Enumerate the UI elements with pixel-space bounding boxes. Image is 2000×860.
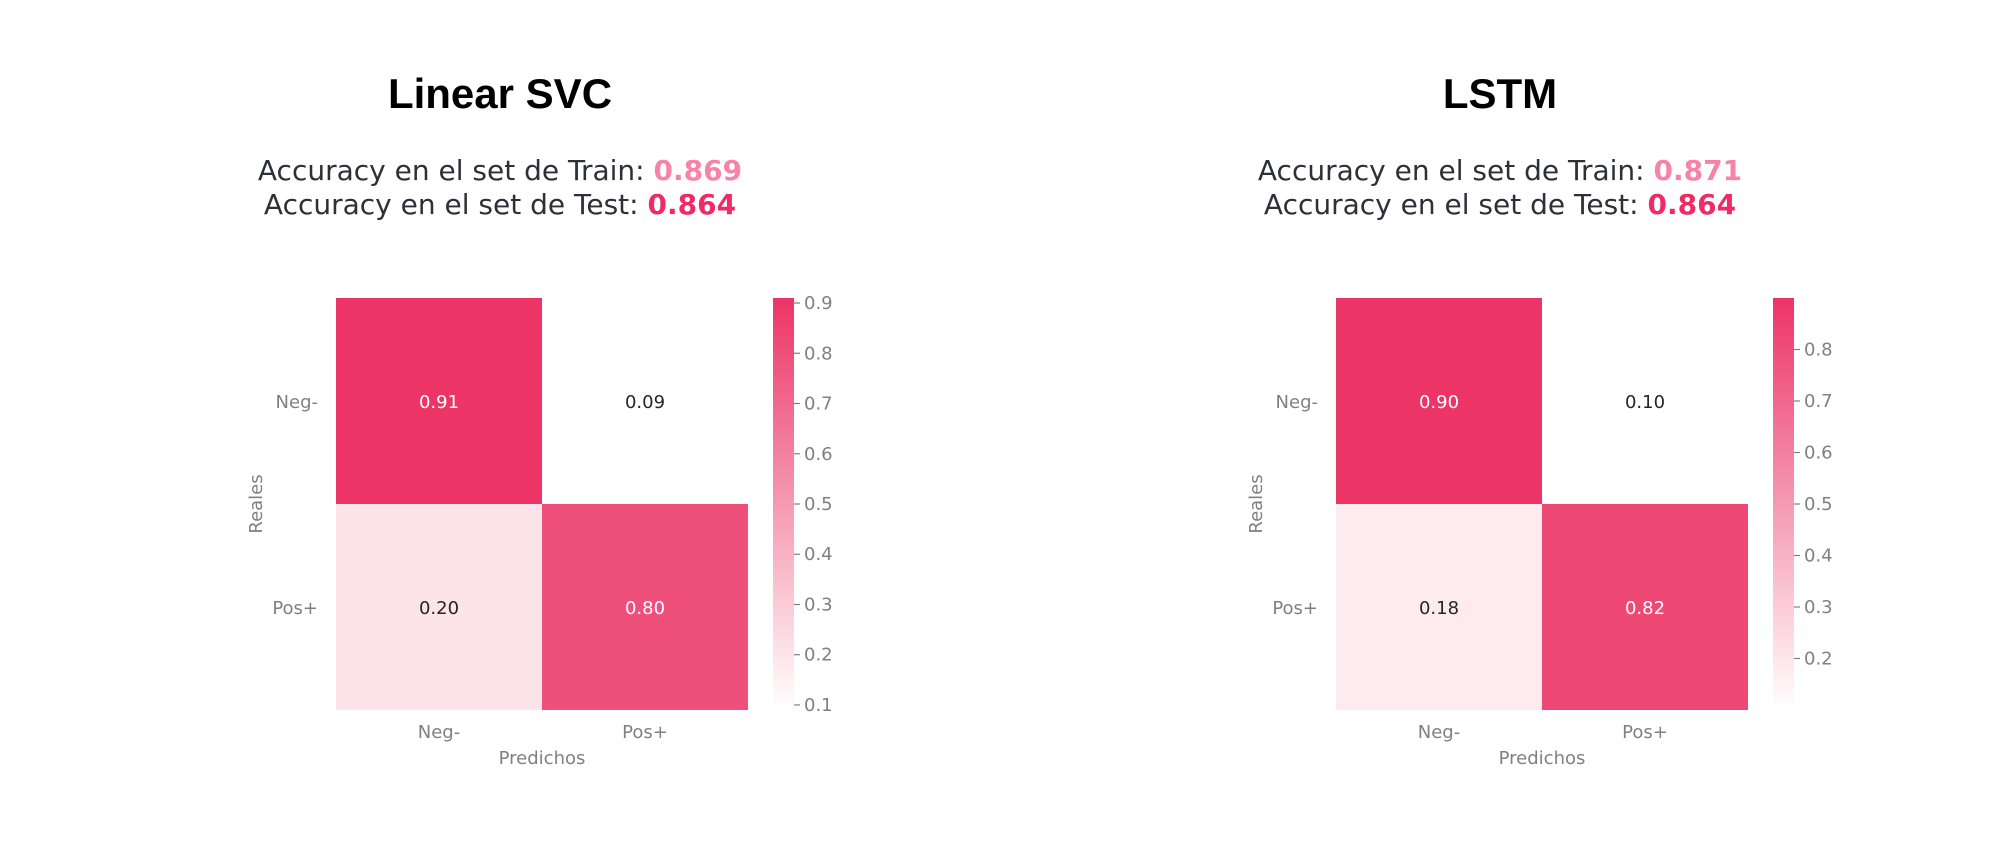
heatmap-cell: [1336, 298, 1542, 504]
train-accuracy-value: 0.871: [1653, 154, 1743, 187]
x-tick-label: Pos+: [1622, 722, 1668, 743]
cell-value-label: 0.18: [1419, 598, 1459, 619]
test-accuracy-label: Accuracy en el set de Test:: [1263, 188, 1639, 221]
colorbar-tick-label: 0.6: [804, 444, 833, 465]
colorbar-tick-label: 0.4: [804, 544, 833, 565]
y-tick-label: Neg-: [276, 392, 318, 413]
x-tick-label: Neg-: [418, 722, 460, 743]
colorbar-tick-label: 0.8: [804, 343, 833, 364]
y-tick-label: Pos+: [272, 598, 318, 619]
x-axis-label: Predichos: [499, 748, 586, 769]
colorbar-tick-label: 0.7: [804, 394, 833, 415]
test-accuracy-line: Accuracy en el set de Test: 0.864: [1000, 188, 2000, 221]
cell-value-label: 0.91: [419, 392, 459, 413]
confusion-matrix-svg: 0.90 0.10 0.18 0.82 Neg- Pos+ Neg- Pos+ Predicho…: [1246, 298, 1833, 769]
cell-value-label: 0.20: [419, 598, 459, 619]
colorbar: [1773, 298, 1794, 710]
colorbar-tick-label: 0.5: [804, 494, 833, 515]
colorbar: [773, 298, 794, 710]
heatmap-cell: [336, 298, 542, 504]
train-accuracy-label: Accuracy en el set de Train:: [1257, 154, 1645, 187]
heatmap-cell: [336, 504, 542, 710]
test-accuracy-value: 0.864: [647, 188, 737, 221]
colorbar-tick-label: 0.6: [1804, 443, 1833, 464]
chart-panel-lstm: LSTM Accuracy en el set de Train: 0.871 …: [1000, 0, 2000, 860]
y-axis-label: Reales: [246, 474, 267, 533]
train-accuracy-line: Accuracy en el set de Train: 0.871: [1000, 154, 2000, 187]
y-axis-label: Reales: [1246, 474, 1267, 533]
colorbar-tick-label: 0.2: [1804, 649, 1833, 670]
colorbar-tick-label: 0.3: [1804, 597, 1833, 618]
cell-value-label: 0.80: [625, 598, 665, 619]
cell-value-label: 0.82: [1625, 598, 1665, 619]
y-tick-label: Neg-: [1276, 392, 1318, 413]
colorbar-tick-label: 0.4: [1804, 546, 1833, 567]
cell-value-label: 0.90: [1419, 392, 1459, 413]
colorbar-tick-label: 0.5: [1804, 494, 1833, 515]
heatmap-cell: [1542, 298, 1748, 504]
x-tick-label: Neg-: [1418, 722, 1460, 743]
colorbar-tick-label: 0.3: [804, 594, 833, 615]
heatmap-cell: [1336, 504, 1542, 710]
colorbar-tick-label: 0.8: [1804, 340, 1833, 361]
colorbar-tick-label: 0.9: [804, 293, 833, 314]
train-accuracy-value: 0.869: [653, 154, 743, 187]
y-tick-label: Pos+: [1272, 598, 1318, 619]
heatmap-cell: [1542, 504, 1748, 710]
test-accuracy-line: Accuracy en el set de Test: 0.864: [0, 188, 1000, 221]
confusion-matrix-svg: 0.91 0.09 0.20 0.80 Neg- Pos+ Neg- Pos+ Predicho…: [246, 293, 833, 769]
train-accuracy-line: Accuracy en el set de Train: 0.869: [0, 154, 1000, 187]
cell-value-label: 0.10: [1625, 392, 1665, 413]
chart-panel-linear-svc: Linear SVC Accuracy en el set de Train: …: [0, 70, 1000, 769]
colorbar-tick-label: 0.7: [1804, 391, 1833, 412]
heatmap-cell: [542, 298, 748, 504]
heatmap-cell: [542, 504, 748, 710]
chart-title: LSTM: [1442, 70, 1558, 117]
cell-value-label: 0.09: [625, 392, 665, 413]
colorbar-tick-label: 0.1: [804, 695, 833, 716]
chart-title: Linear SVC: [387, 70, 613, 117]
x-axis-label: Predichos: [1499, 748, 1586, 769]
x-tick-label: Pos+: [622, 722, 668, 743]
train-accuracy-label: Accuracy en el set de Train:: [257, 154, 645, 187]
test-accuracy-value: 0.864: [1647, 188, 1737, 221]
test-accuracy-label: Accuracy en el set de Test:: [263, 188, 639, 221]
colorbar-tick-label: 0.2: [804, 645, 833, 666]
